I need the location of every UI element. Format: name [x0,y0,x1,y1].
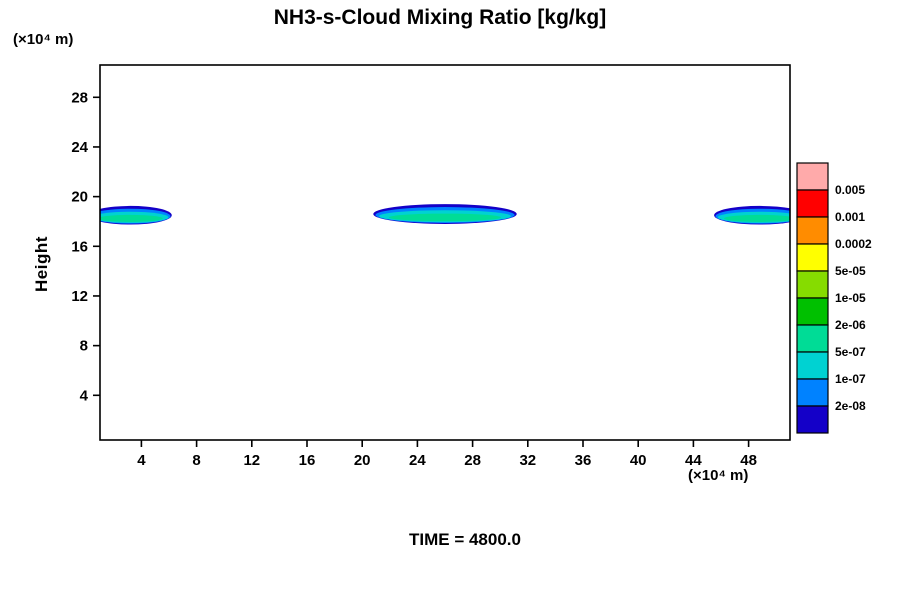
colorbar-cell [796,189,829,218]
plot-frame [99,64,791,441]
colorbar-cell [796,405,829,434]
colorbar-cell [796,297,829,326]
colorbar-label: 1e-05 [835,291,866,305]
colorbar-cell [796,324,829,353]
x-tick-label: 24 [409,452,426,469]
colorbar-label: 2e-06 [835,318,866,332]
colorbar-label: 1e-07 [835,372,866,386]
colorbar-label: 0.005 [835,183,865,197]
x-tick-label: 32 [519,452,536,469]
colorbar-cell [796,162,829,191]
x-tick-label: 40 [630,452,647,469]
x-tick-label: 8 [192,452,200,469]
colorbar-cell [796,378,829,407]
x-tick-label: 48 [740,452,757,469]
x-tick-label: 12 [243,452,260,469]
time-label: TIME = 4800.0 [409,530,521,549]
colorbar-label: 5e-05 [835,264,866,278]
colorbar-cell [796,351,829,380]
colorbar-cell [796,270,829,299]
cloud-contour-layer [389,213,501,222]
y-tick-label: 4 [80,387,89,404]
y-axis-unit-label: (×10⁴ m) [13,31,74,48]
x-tick-label: 20 [354,452,371,469]
x-axis-unit-label: (×10⁴ m) [688,467,749,484]
y-tick-label: 8 [80,338,88,355]
x-tick-label: 36 [575,452,592,469]
colorbar-label: 0.0002 [835,237,872,251]
x-tick-label: 16 [299,452,316,469]
y-tick-label: 28 [71,89,88,106]
colorbar-label: 0.001 [835,210,865,224]
y-tick-label: 16 [71,238,88,255]
y-tick-label: 20 [71,189,88,206]
colorbar-label: 2e-08 [835,399,866,413]
chart-title: NH3-s-Cloud Mixing Ratio [kg/kg] [273,6,607,29]
cloud-contours [100,204,790,225]
colorbar-cell [796,243,829,272]
colorbar-cell [796,216,829,245]
colorbar-label: 5e-07 [835,345,866,359]
cloud-contour-layer [100,214,163,222]
x-tick-label: 44 [685,452,702,469]
cloud-contour-layer [724,214,790,222]
x-tick-label: 28 [464,452,481,469]
x-tick-label: 4 [137,452,146,469]
y-tick-label: 24 [71,139,88,156]
y-tick-label: 12 [71,288,88,305]
